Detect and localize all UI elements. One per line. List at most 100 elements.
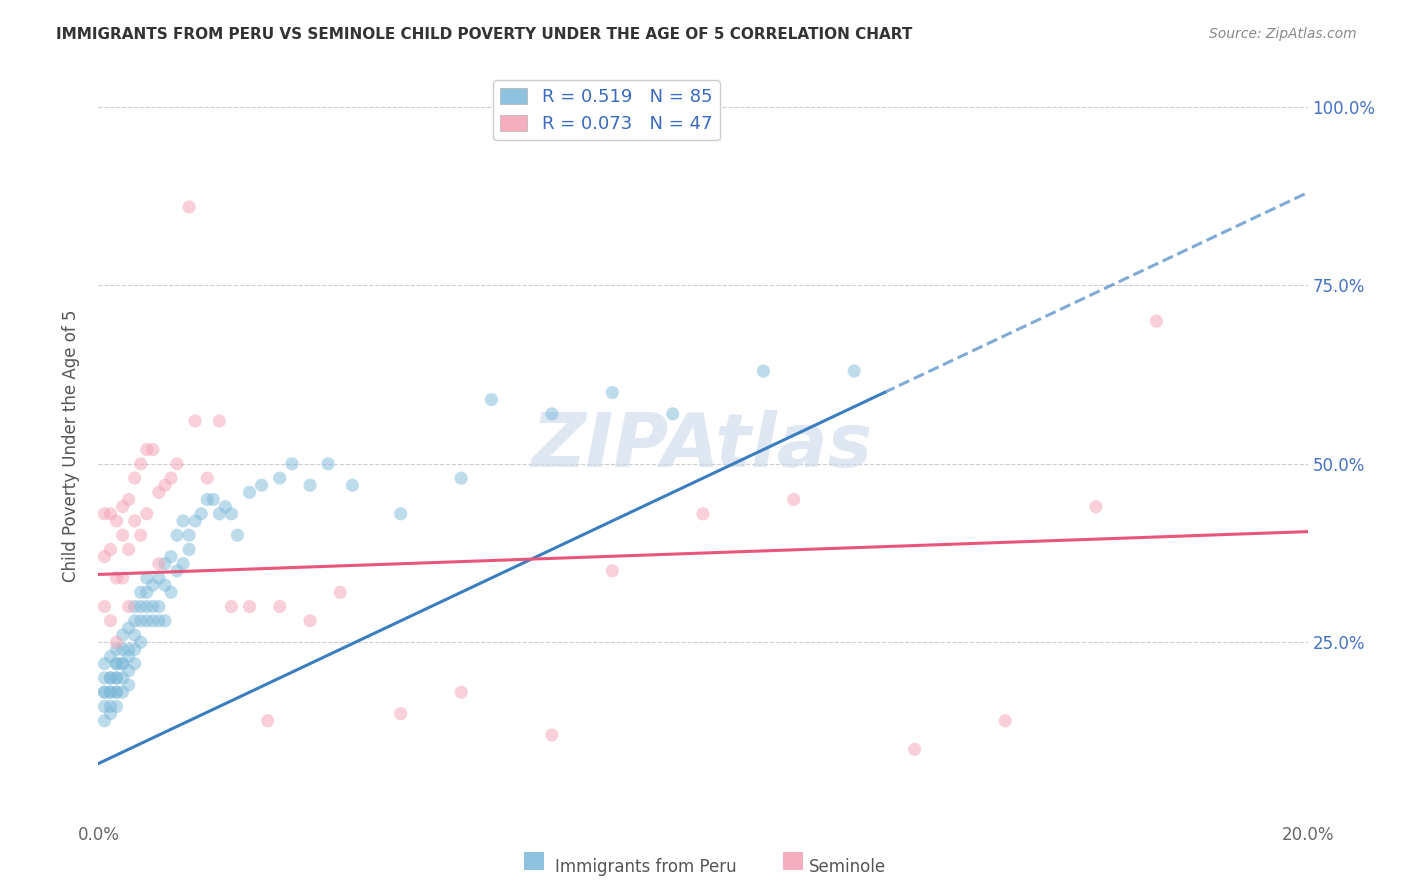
Point	[93, 657, 115, 671]
Point	[100, 699, 122, 714]
Point	[105, 657, 128, 671]
Point	[148, 571, 170, 585]
Point	[129, 528, 152, 542]
Point	[184, 414, 207, 428]
Text: Immigrants from Peru: Immigrants from Peru	[555, 858, 737, 876]
Point	[100, 685, 122, 699]
Point	[389, 507, 412, 521]
Point	[221, 507, 243, 521]
Point	[124, 628, 146, 642]
Point	[100, 685, 122, 699]
Point	[105, 699, 128, 714]
Bar	[524, 852, 544, 870]
Point	[124, 471, 146, 485]
Point	[994, 714, 1017, 728]
Point	[93, 671, 115, 685]
Point	[153, 478, 176, 492]
Point	[239, 599, 262, 614]
Point	[118, 621, 141, 635]
Point	[752, 364, 775, 378]
Point	[100, 671, 122, 685]
Point	[450, 685, 472, 699]
Point	[1085, 500, 1108, 514]
Point	[329, 585, 352, 599]
Point	[208, 414, 231, 428]
Point	[129, 614, 152, 628]
Point	[148, 485, 170, 500]
Point	[93, 507, 115, 521]
Point	[111, 528, 134, 542]
Point	[93, 685, 115, 699]
Point	[111, 500, 134, 514]
Point	[93, 549, 115, 564]
Point	[316, 457, 339, 471]
Point	[692, 507, 714, 521]
Point	[129, 457, 152, 471]
Point	[389, 706, 412, 721]
Point	[118, 492, 141, 507]
Point	[111, 657, 134, 671]
Point	[142, 442, 165, 457]
Point	[184, 514, 207, 528]
Point	[226, 528, 249, 542]
Text: Source: ZipAtlas.com: Source: ZipAtlas.com	[1209, 27, 1357, 41]
Point	[135, 442, 157, 457]
Point	[129, 585, 152, 599]
Point	[160, 549, 183, 564]
Point	[111, 685, 134, 699]
Point	[281, 457, 304, 471]
Point	[118, 678, 141, 692]
Point	[540, 728, 562, 742]
Point	[124, 599, 146, 614]
Point	[93, 699, 115, 714]
Point	[153, 614, 176, 628]
Point	[166, 564, 188, 578]
Point	[299, 478, 322, 492]
Point	[105, 635, 128, 649]
Point	[129, 635, 152, 649]
Point	[100, 614, 122, 628]
Point	[100, 542, 122, 557]
Point	[111, 671, 134, 685]
Point	[195, 471, 218, 485]
Point	[105, 514, 128, 528]
Point	[105, 642, 128, 657]
Y-axis label: Child Poverty Under the Age of 5: Child Poverty Under the Age of 5	[62, 310, 80, 582]
Point	[135, 571, 157, 585]
Point	[118, 649, 141, 664]
Point	[105, 685, 128, 699]
Text: Seminole: Seminole	[808, 858, 886, 876]
Point	[135, 585, 157, 599]
Point	[602, 564, 624, 578]
Point	[124, 614, 146, 628]
Point	[124, 657, 146, 671]
Point	[661, 407, 683, 421]
Point	[450, 471, 472, 485]
Point	[160, 585, 183, 599]
Point	[202, 492, 225, 507]
Point	[172, 514, 194, 528]
Point	[904, 742, 927, 756]
Point	[269, 599, 291, 614]
Point	[148, 599, 170, 614]
Point	[111, 642, 134, 657]
Point	[142, 599, 165, 614]
Point	[105, 657, 128, 671]
Point	[250, 478, 273, 492]
Point	[166, 457, 188, 471]
Point	[166, 528, 188, 542]
Point	[342, 478, 364, 492]
Point	[256, 714, 278, 728]
Point	[100, 507, 122, 521]
Point	[481, 392, 503, 407]
Point	[190, 507, 212, 521]
Point	[783, 492, 806, 507]
Point	[93, 685, 115, 699]
Point	[105, 571, 128, 585]
Text: IMMIGRANTS FROM PERU VS SEMINOLE CHILD POVERTY UNDER THE AGE OF 5 CORRELATION CH: IMMIGRANTS FROM PERU VS SEMINOLE CHILD P…	[56, 27, 912, 42]
Point	[93, 714, 115, 728]
Point	[179, 542, 201, 557]
Point	[129, 599, 152, 614]
Point	[118, 542, 141, 557]
Point	[239, 485, 262, 500]
